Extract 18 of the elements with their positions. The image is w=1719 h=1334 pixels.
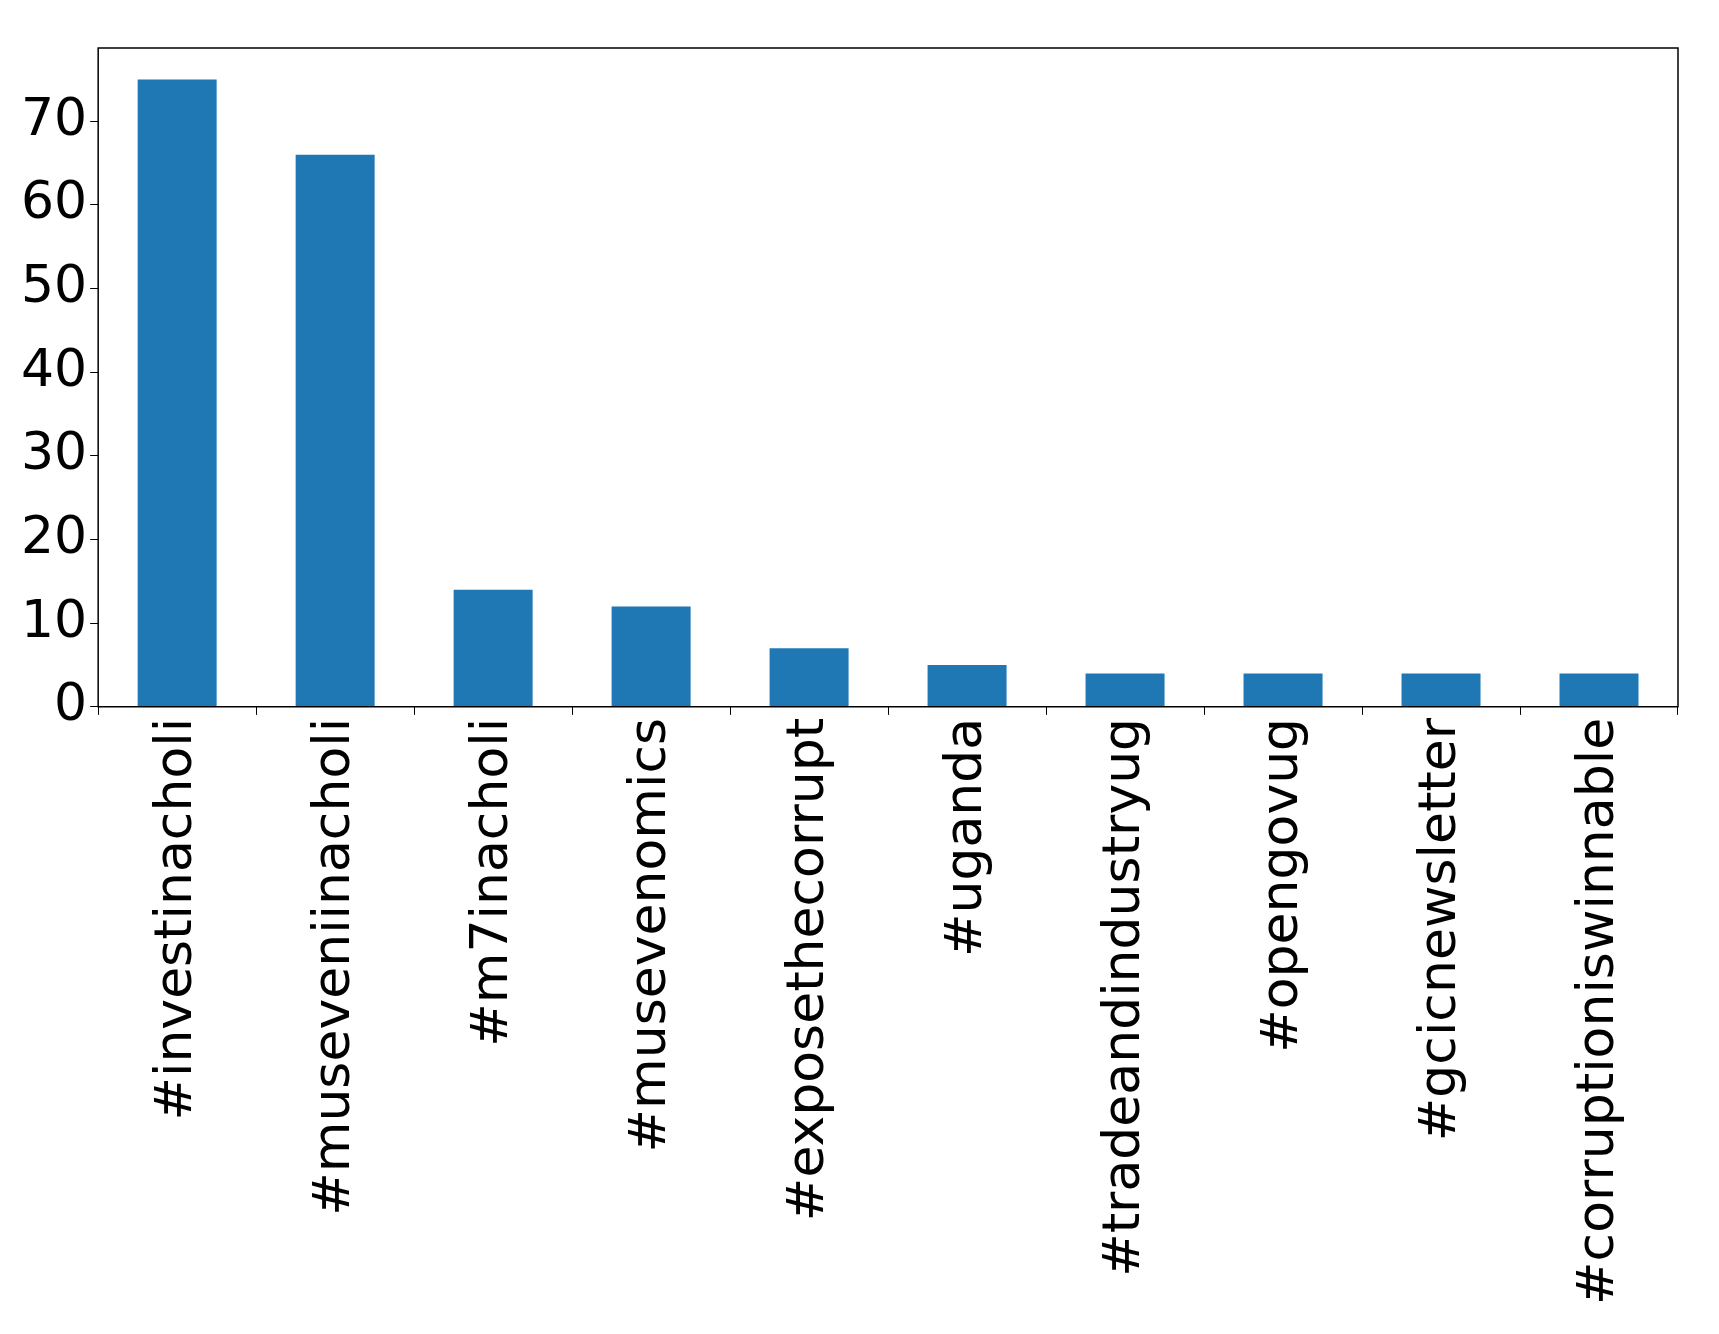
y-tick-label: 30 [21,421,88,482]
x-tick-label: #m7inacholi [458,717,519,1047]
x-tick-label: #museveniinacholi [300,717,361,1216]
x-tick-label: #opengovug [1248,717,1309,1053]
y-tick-label: 10 [21,588,88,649]
x-tick-label: #musevenomics [616,717,677,1153]
y-tick-label: 20 [21,505,88,566]
y-tick-label: 40 [21,337,88,398]
x-tick-label: #exposethecorrupt [774,717,835,1222]
x-tick-label: #uganda [932,717,993,958]
y-tick-label: 50 [21,254,88,315]
x-tick-label: #gcicnewsletter [1406,717,1467,1142]
y-tick-label: 0 [54,672,88,733]
y-tick-label: 70 [21,86,88,147]
y-tick-label: 60 [21,170,88,231]
x-tick-label: #tradeandindustryug [1090,717,1151,1277]
x-tick-label: #corruptioniswinnable [1564,717,1625,1306]
x-tick-label: #investinacholi [142,717,203,1121]
